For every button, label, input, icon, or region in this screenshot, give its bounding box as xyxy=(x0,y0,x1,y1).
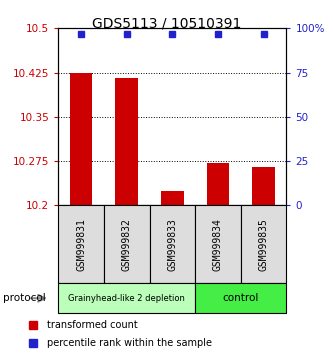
Text: GDS5113 / 10510391: GDS5113 / 10510391 xyxy=(92,16,241,30)
Bar xyxy=(115,79,138,205)
Bar xyxy=(206,163,229,205)
Bar xyxy=(241,205,286,283)
Bar xyxy=(150,205,195,283)
Text: percentile rank within the sample: percentile rank within the sample xyxy=(47,338,212,348)
Text: GSM999834: GSM999834 xyxy=(213,218,223,271)
Text: transformed count: transformed count xyxy=(47,320,138,330)
Text: GSM999835: GSM999835 xyxy=(258,218,269,271)
Text: control: control xyxy=(222,293,259,303)
Text: GSM999833: GSM999833 xyxy=(167,218,177,271)
Text: GSM999832: GSM999832 xyxy=(122,218,132,271)
Bar xyxy=(70,73,93,205)
Bar xyxy=(195,283,286,313)
Text: Grainyhead-like 2 depletion: Grainyhead-like 2 depletion xyxy=(68,294,185,303)
Bar xyxy=(58,205,104,283)
Bar xyxy=(104,205,150,283)
Bar xyxy=(58,283,195,313)
Bar xyxy=(252,167,275,205)
Bar xyxy=(195,205,241,283)
Text: protocol: protocol xyxy=(3,293,46,303)
Bar xyxy=(161,190,184,205)
Text: GSM999831: GSM999831 xyxy=(76,218,86,271)
